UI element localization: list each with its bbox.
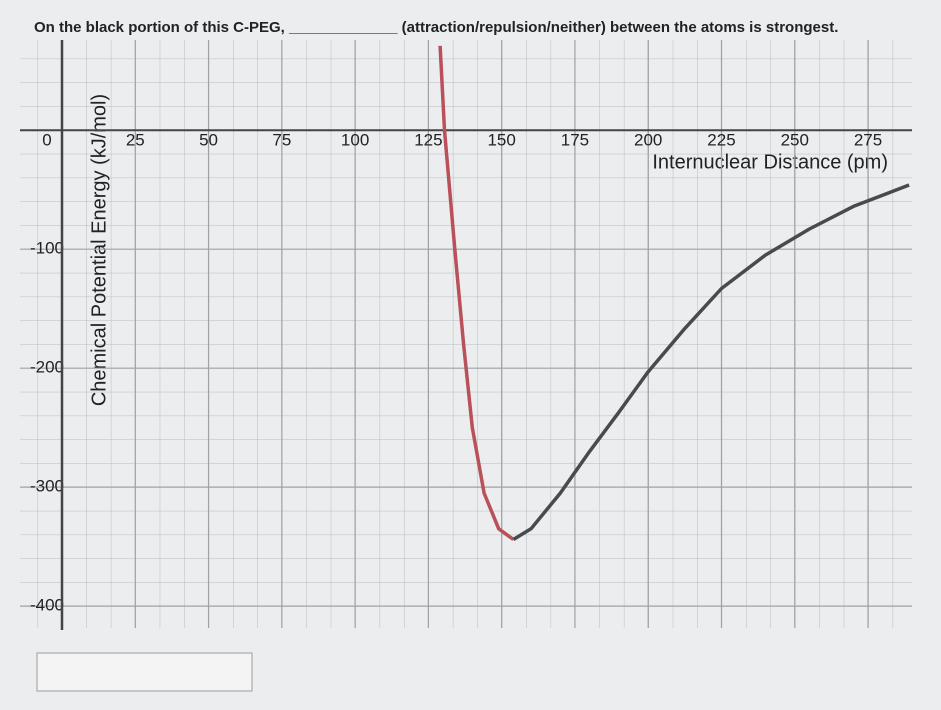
x-tick-label: 75 bbox=[272, 131, 291, 150]
y-tick-label: -400 bbox=[30, 596, 64, 615]
curve bbox=[512, 183, 910, 541]
x-axis-title: Internuclear Distance (pm) bbox=[652, 151, 888, 173]
minor-grid bbox=[20, 40, 912, 628]
x-tick-label: 150 bbox=[487, 131, 515, 150]
x-tick-label: 250 bbox=[781, 131, 809, 150]
x-tick-label: 100 bbox=[341, 131, 369, 150]
x-tick-label: 25 bbox=[126, 131, 145, 150]
y-tick-label: -200 bbox=[30, 358, 64, 377]
x-tick-label: 200 bbox=[634, 131, 662, 150]
x-tick-label: 50 bbox=[199, 131, 218, 150]
answer-box[interactable] bbox=[36, 652, 253, 692]
chart-title: On the black portion of this C-PEG, ____… bbox=[34, 19, 838, 36]
x-tick-label: 175 bbox=[561, 131, 589, 150]
x-tick-label: 125 bbox=[414, 131, 442, 150]
x-tick-label: 275 bbox=[854, 131, 882, 150]
y-tick-label: -100 bbox=[30, 239, 64, 258]
x-tick-label: 225 bbox=[707, 131, 735, 150]
y-tick-label: 0 bbox=[42, 131, 51, 150]
y-tick-label: -300 bbox=[30, 477, 64, 496]
curve bbox=[438, 45, 515, 541]
y-axis-title: Chemical Potential Energy (kJ/mol) bbox=[88, 94, 110, 406]
